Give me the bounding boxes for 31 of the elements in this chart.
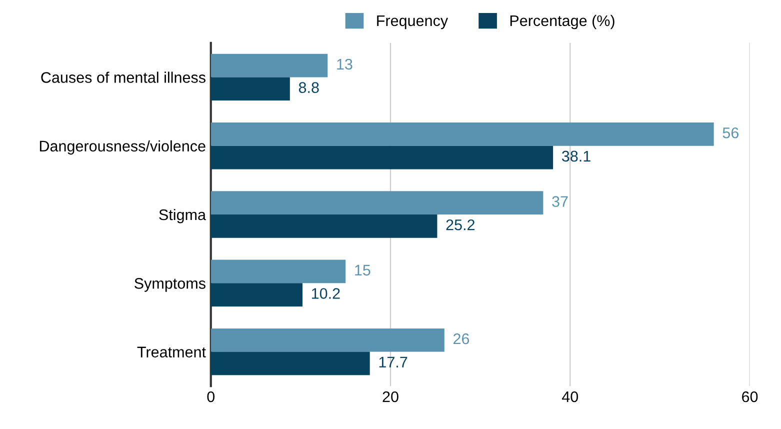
data-label: 13: [337, 58, 352, 70]
y-tick-label: Treatment: [137, 346, 206, 358]
data-label: 8.8: [298, 82, 319, 93]
legend-label: Frequency: [377, 15, 448, 30]
data-label: 25.2: [446, 219, 475, 230]
legend-label: Percentage (%): [510, 14, 614, 30]
data-label: 15: [355, 264, 370, 276]
data-label: 26: [453, 333, 470, 344]
bar: [210, 191, 544, 214]
x-tick-label: 0: [207, 391, 215, 402]
bar: [210, 283, 302, 306]
x-tick-label: 20: [382, 391, 398, 402]
x-tick-label: 60: [742, 391, 758, 402]
x-tick-label: 40: [562, 391, 578, 402]
y-tick-label: Symptoms: [134, 278, 206, 292]
bar: [210, 146, 554, 170]
bar: [210, 260, 346, 284]
bar: [210, 77, 290, 101]
data-label: 37: [552, 196, 568, 207]
bar: [210, 214, 438, 238]
bar: [210, 54, 328, 78]
bar: [210, 328, 444, 352]
data-label: 10.2: [312, 288, 340, 299]
data-label: 38.1: [562, 150, 590, 162]
data-label: 17.7: [379, 356, 408, 368]
bar: [210, 352, 370, 376]
y-tick-label: Dangerousness/violence: [40, 140, 206, 155]
data-label: 56: [722, 127, 738, 138]
bar: [210, 122, 714, 146]
y-tick-label: Causes of mental illness: [41, 72, 206, 83]
y-tick-label: Stigma: [159, 208, 206, 224]
